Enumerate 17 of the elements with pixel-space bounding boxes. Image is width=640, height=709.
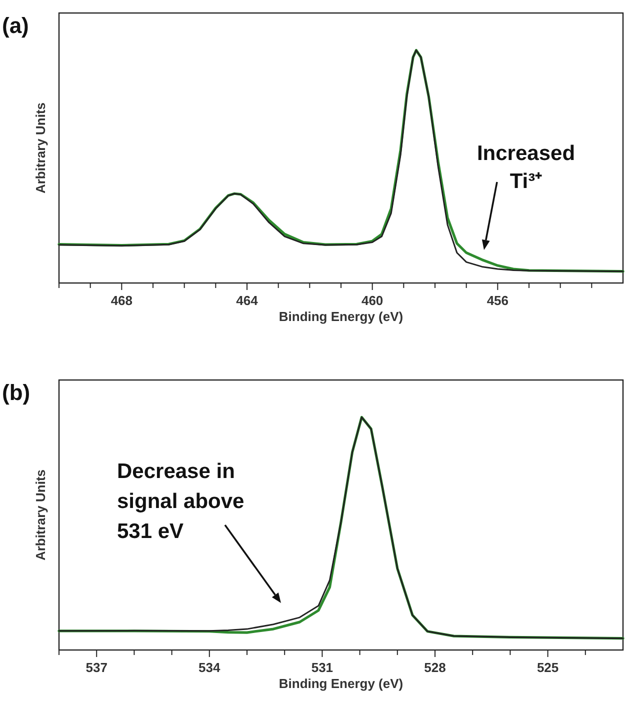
y-axis-title: Arbitrary Units xyxy=(33,102,48,194)
x-axis-title: Binding Energy (eV) xyxy=(278,676,404,691)
annotation: Increased Ti³⁺ xyxy=(476,142,576,193)
chart-title: (b) xyxy=(2,380,30,405)
x-tick-label: 464 xyxy=(236,293,259,308)
x-tick-label: 468 xyxy=(110,293,133,308)
x-tick-label: 460 xyxy=(361,293,384,308)
x-tick-label: 531 xyxy=(311,660,334,675)
chart-title: (a) xyxy=(2,13,29,38)
x-tick-label: 456 xyxy=(486,293,509,308)
x-tick-label: 528 xyxy=(424,660,446,675)
x-tick-label: 525 xyxy=(536,660,559,675)
x-tick-label: 537 xyxy=(86,660,108,675)
x-axis-title: Binding Energy (eV) xyxy=(278,309,404,324)
x-tick-label: 534 xyxy=(198,660,222,675)
y-axis-title: Arbitrary Units xyxy=(33,469,48,561)
annotation: Decrease in signal above 531 eV xyxy=(117,460,244,543)
